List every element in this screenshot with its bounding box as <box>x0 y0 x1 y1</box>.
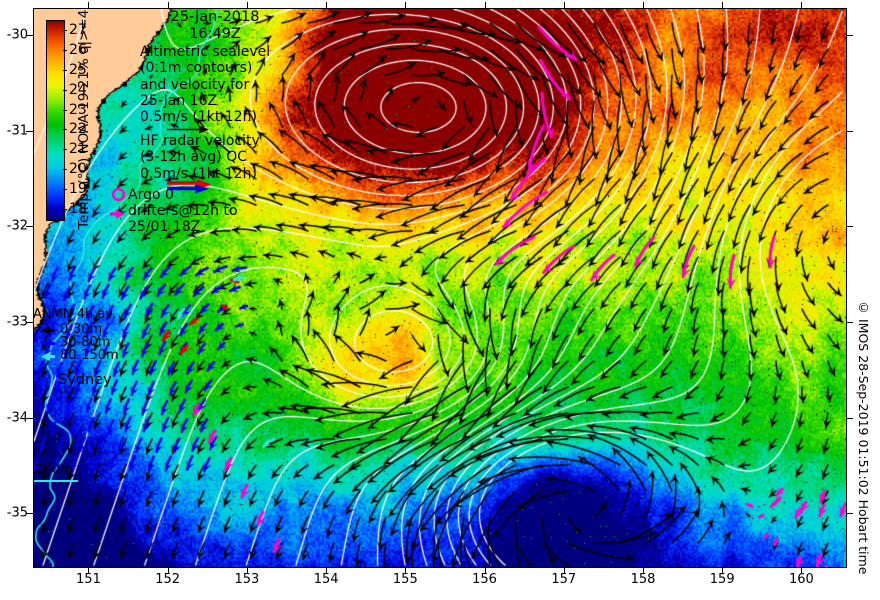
y-axis-label: -30 <box>6 27 28 43</box>
anmn-mooring-legend: ANMN 4h av. 0-30m 30-80m 80-150m <box>33 307 119 363</box>
anmn-arrow-2-icon <box>41 351 55 361</box>
colorbar-tick <box>63 109 67 111</box>
colorbar-tick-label: 20 <box>69 161 87 178</box>
colorbar-tick-label: 22 <box>69 121 87 138</box>
x-axis-tick <box>563 2 565 8</box>
colorbar-tick <box>63 149 67 151</box>
x-axis-tick <box>642 2 644 8</box>
x-axis-label: 158 <box>630 572 656 587</box>
anmn-depth-label-2: 80-150m <box>60 347 119 363</box>
colorbar-tick <box>63 29 67 31</box>
sydney-city-label: Sydney <box>58 372 112 388</box>
anmn-arrow-1-icon <box>41 338 55 348</box>
x-axis-tick <box>484 567 486 573</box>
x-axis-tick <box>326 567 328 573</box>
colorbar-tick-label: 21 <box>69 141 87 158</box>
x-axis-label: 160 <box>789 572 814 587</box>
x-axis-tick <box>801 567 803 573</box>
x-axis-tick <box>405 2 407 8</box>
y-axis-tick <box>846 321 853 323</box>
colorbar-tick <box>63 169 67 171</box>
x-axis-label: 151 <box>76 572 101 587</box>
colorbar-tick <box>63 69 67 71</box>
x-axis-tick <box>167 2 169 8</box>
y-axis-label: -32 <box>6 218 28 234</box>
colorbar-tick <box>63 129 67 131</box>
y-axis-label: -34 <box>6 410 28 426</box>
colorbar-tick-label: 26 <box>69 41 87 58</box>
x-axis-label: 157 <box>551 572 577 587</box>
x-axis-tick <box>405 567 407 573</box>
colorbar-tick-label: 19 <box>69 181 87 198</box>
velocity-vector-canvas <box>34 9 846 567</box>
hfradar-arrow-key <box>167 179 211 194</box>
y-axis-tick <box>846 513 853 515</box>
x-axis-tick <box>88 2 90 8</box>
y-axis-tick <box>26 130 33 132</box>
x-axis-label: 153 <box>234 572 260 587</box>
x-axis-label: 156 <box>472 572 497 587</box>
colorbar-tick <box>63 189 67 191</box>
y-axis-tick <box>26 226 33 228</box>
colorbar-gradient <box>47 21 64 220</box>
altimetry-annotation: Altimetric sealevel (0.1m contours) and … <box>140 44 271 126</box>
drifter-legend-label: drifters@12h to 25/01 18Z <box>128 203 238 236</box>
y-axis-label: -33 <box>6 314 28 330</box>
x-axis-label: 152 <box>155 572 181 587</box>
y-axis-tick <box>26 34 33 36</box>
x-axis-tick <box>801 2 803 8</box>
y-axis-tick <box>846 226 853 228</box>
x-axis-tick <box>88 567 90 573</box>
copyright-text: © IMOS 28-Sep-2019 01:51:02 Hobart time <box>856 300 871 575</box>
anmn-arrow-0-icon <box>41 325 55 335</box>
drifter-arrow-icon <box>110 209 125 219</box>
altimetry-arrow-key <box>167 125 209 134</box>
x-axis-tick <box>326 2 328 8</box>
anmn-legend-title: ANMN 4h av. <box>33 307 117 322</box>
anmn-depth-row-2: 80-150m <box>41 347 119 363</box>
temperature-colorbar <box>46 20 65 221</box>
anmn-depth-row-1: 30-80m <box>41 334 119 350</box>
x-axis-tick <box>722 567 724 573</box>
y-axis-tick <box>26 513 33 515</box>
anmn-depth-label-0: 0-30m <box>60 321 103 337</box>
colorbar-tick <box>63 89 67 91</box>
colorbar-tick-label: 23 <box>69 101 87 118</box>
y-axis-label: -31 <box>6 123 28 138</box>
y-axis-tick <box>846 34 853 36</box>
argo-float-icon <box>111 187 126 202</box>
argo-legend-label: Argo 0 <box>128 187 174 203</box>
colorbar-title: Temp. (°C) NOAA 19 21% q|>=4 <box>76 9 92 230</box>
colorbar-tick <box>63 209 67 211</box>
date-time-header: 25-Jan-2018 16:49Z <box>170 9 260 42</box>
y-axis-tick <box>846 417 853 419</box>
x-axis-label: 155 <box>392 572 418 587</box>
colorbar-tick <box>63 49 67 51</box>
y-axis-tick <box>26 417 33 419</box>
y-axis-tick <box>26 321 33 323</box>
depth-contour-label: 200m <box>35 462 73 477</box>
colorbar-tick-label: 18 <box>69 201 87 218</box>
y-axis-tick <box>846 130 853 132</box>
x-axis-tick <box>484 2 486 8</box>
colorbar-tick-label: 24 <box>69 81 87 98</box>
colorbar-tick-label: 27 <box>69 21 87 38</box>
x-axis-label: 159 <box>709 572 735 587</box>
x-axis-tick <box>563 567 565 573</box>
map-plot-area[interactable] <box>33 8 847 568</box>
colorbar-tick-label: 25 <box>69 61 87 78</box>
y-axis-label: -35 <box>6 505 28 521</box>
x-axis-label: 154 <box>313 572 339 587</box>
x-axis-tick <box>246 2 248 8</box>
anmn-depth-label-1: 30-80m <box>60 334 111 350</box>
x-axis-tick <box>167 567 169 573</box>
x-axis-tick <box>722 2 724 8</box>
anmn-depth-row-0: 0-30m <box>41 321 119 337</box>
depth-contour-line <box>34 480 78 482</box>
x-axis-tick <box>642 567 644 573</box>
hfradar-annotation: HF radar velocity (3-12h avg) QC 0.5m/s … <box>140 133 260 182</box>
x-axis-tick <box>246 567 248 573</box>
